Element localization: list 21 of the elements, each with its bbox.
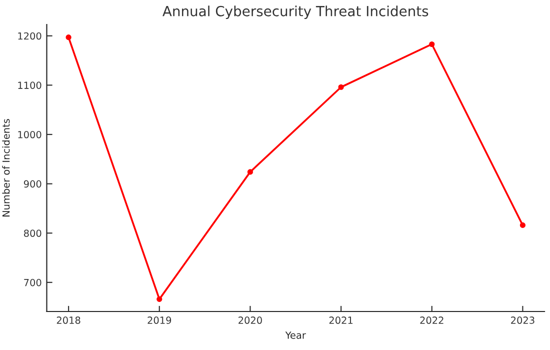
x-tick-label: 2023: [511, 316, 534, 324]
y-tick-label: 1000: [18, 130, 42, 138]
y-tick-label: 1100: [18, 82, 42, 89]
y-tick-label: 900: [24, 180, 42, 188]
x-tick-label: 2018: [56, 316, 80, 324]
point: [247, 169, 253, 175]
y-axis-title: Number of Incidents: [2, 119, 10, 216]
x-tick-label: 2019: [148, 316, 172, 324]
x-tick-label: 2022: [420, 316, 444, 324]
point: [520, 222, 526, 228]
y-tick-label: 1200: [18, 32, 42, 40]
x-tick-label: 2020: [238, 316, 262, 324]
point: [66, 34, 72, 40]
x-tick-label: 2021: [329, 316, 353, 324]
point: [429, 41, 435, 48]
point: [338, 84, 344, 90]
x-axis-title: Year: [285, 332, 306, 339]
y-tick-label: 700: [24, 278, 42, 286]
chart-title: Annual Cybersecurity Threat Incidents: [162, 6, 428, 20]
point: [156, 296, 162, 302]
y-tick-label: 800: [24, 230, 42, 237]
